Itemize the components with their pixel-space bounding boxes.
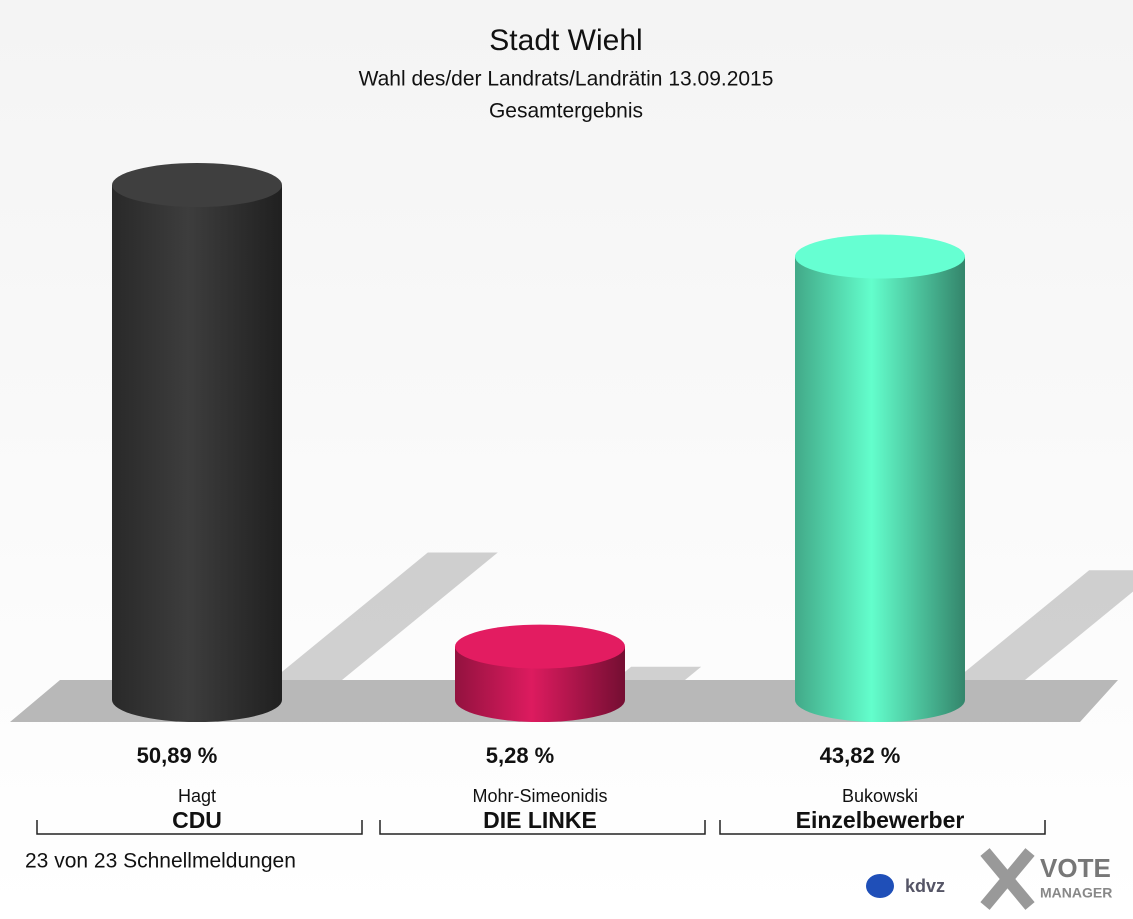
logo-text: MANAGER: [1040, 885, 1112, 901]
party-label: Einzelbewerber: [796, 807, 965, 833]
logo-icon: [866, 874, 894, 898]
category-bracket: [719, 820, 1046, 835]
bar-top: [455, 624, 625, 669]
logo-text: VOTE: [1040, 853, 1111, 883]
logo: kdvz VOTE MANAGER: [866, 848, 1112, 910]
x-tick-label: Bukowski: [842, 786, 918, 806]
category-bracket: [36, 820, 363, 835]
chart-subtitle: Wahl des/der Landrats/Landrätin 13.09.20…: [359, 68, 774, 91]
bar-shadow: [955, 570, 1133, 680]
chart-title: Stadt Wiehl: [489, 24, 642, 57]
party-label: DIE LINKE: [483, 807, 597, 833]
category-bracket: [379, 820, 706, 835]
value-label: 5,28 %: [486, 743, 555, 768]
chart-subtitle: Gesamtergebnis: [489, 100, 643, 123]
bar: [795, 256, 965, 722]
bar-shadow: [272, 552, 498, 680]
party-label: CDU: [172, 807, 222, 833]
bar: [112, 185, 282, 722]
footer: 23 von 23 Schnellmeldungen: [25, 850, 296, 873]
bar-shadow: [615, 666, 702, 680]
value-label: 50,89 %: [137, 743, 218, 768]
x-tick-label: Hagt: [178, 786, 216, 806]
bar-top: [112, 163, 282, 207]
bar-top: [795, 234, 965, 279]
x-tick-label: Mohr-Simeonidis: [472, 786, 607, 806]
logo-text: kdvz: [905, 876, 945, 896]
value-label: 43,82 %: [820, 743, 901, 768]
logo-icon: [980, 848, 1035, 910]
